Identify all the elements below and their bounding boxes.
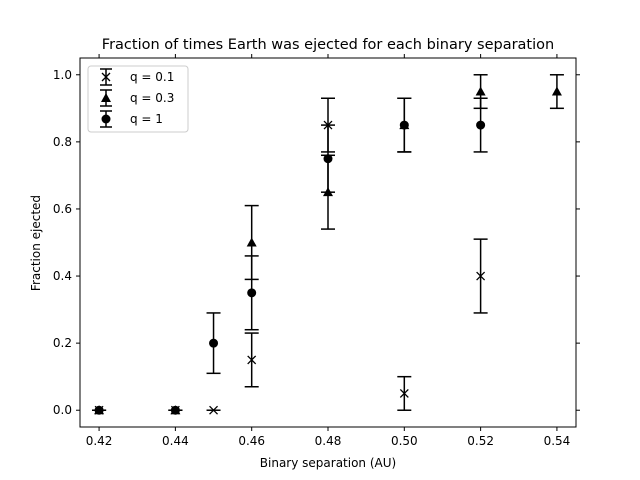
data-point-stroke (476, 271, 486, 281)
data-point (170, 405, 180, 415)
x-tick-label: 0.42 (86, 434, 113, 448)
series-3 (92, 97, 488, 415)
y-tick-label: 0.2 (53, 336, 72, 350)
data-point (247, 355, 257, 365)
x-tick-label: 0.52 (467, 434, 494, 448)
data-point (247, 288, 257, 298)
y-tick-label: 0.4 (53, 269, 72, 283)
y-axis-label: Fraction ejected (29, 195, 43, 291)
y-tick-label: 1.0 (53, 68, 72, 82)
x-axis-label: Binary separation (AU) (260, 456, 396, 470)
data-point (246, 237, 257, 247)
x-tick-label: 0.46 (238, 434, 265, 448)
legend-label: q = 0.1 (130, 70, 174, 84)
data-point (209, 405, 218, 415)
data-point-stroke (209, 405, 218, 415)
legend-marker (101, 93, 111, 102)
data-point (399, 388, 409, 398)
chart-title: Fraction of times Earth was ejected for … (102, 37, 554, 53)
legend-box (87, 65, 189, 133)
y-tick-label: 0.6 (53, 202, 72, 216)
data-point (551, 86, 562, 96)
y-tick-label: 0.0 (53, 403, 72, 417)
data-point (323, 154, 333, 164)
legend-marker (101, 72, 111, 82)
y-tick-label: 0.8 (53, 135, 72, 149)
data-point (475, 86, 486, 96)
series-1 (92, 97, 488, 415)
x-tick-label: 0.54 (544, 434, 571, 448)
x-tick-label: 0.50 (391, 434, 418, 448)
legend-label: q = 0.3 (130, 91, 174, 105)
data-point-stroke (399, 388, 409, 398)
data-point (399, 120, 409, 130)
data-point (476, 120, 486, 130)
x-tick-label: 0.44 (162, 434, 189, 448)
legend-label: q = 1 (130, 112, 163, 126)
legend-marker (101, 114, 111, 124)
data-point (476, 271, 486, 281)
data-point (209, 338, 219, 348)
data-point (94, 405, 104, 415)
legend-marker-stroke (101, 72, 111, 82)
data-point-stroke (247, 355, 257, 365)
x-tick-label: 0.48 (315, 434, 342, 448)
legend: q = 0.1 q = 0.3 q = 1 (87, 65, 189, 133)
plot-area: 0.42 0.44 0.46 0.48 0.50 0.52 0.54 0.0 0.2 0.4 0.6… (53, 54, 580, 448)
